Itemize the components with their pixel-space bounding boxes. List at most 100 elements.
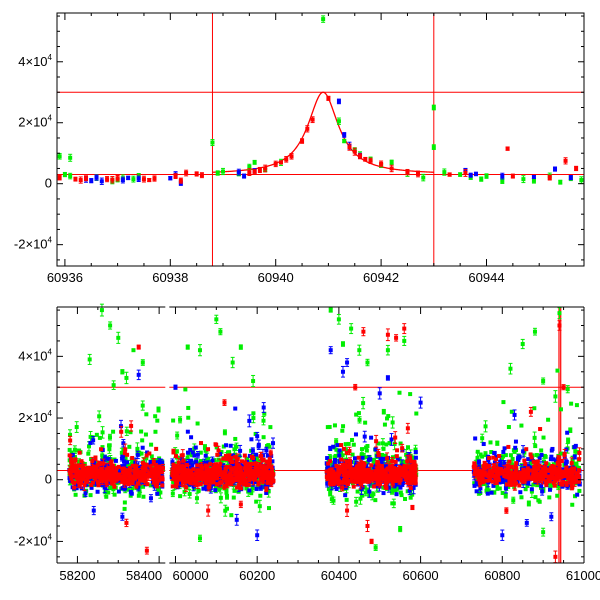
data-point bbox=[255, 533, 260, 538]
data-point bbox=[100, 430, 105, 435]
data-point bbox=[328, 308, 333, 313]
data-point bbox=[371, 458, 376, 463]
data-point bbox=[171, 418, 176, 423]
data-point bbox=[155, 418, 160, 423]
data-point bbox=[524, 520, 529, 525]
data-point bbox=[407, 488, 412, 493]
data-point bbox=[379, 459, 384, 464]
data-point bbox=[565, 430, 570, 435]
data-point bbox=[484, 488, 489, 493]
data-point bbox=[186, 450, 191, 455]
data-point bbox=[203, 483, 208, 488]
data-point bbox=[413, 455, 418, 460]
data-point bbox=[89, 178, 94, 183]
data-point bbox=[184, 171, 189, 176]
data-point bbox=[474, 489, 479, 494]
data-point bbox=[414, 411, 419, 416]
data-point bbox=[398, 490, 403, 495]
data-point bbox=[126, 487, 131, 492]
data-point bbox=[410, 492, 415, 497]
data-point bbox=[122, 500, 127, 505]
data-point bbox=[86, 444, 91, 449]
data-point bbox=[222, 430, 227, 435]
data-point bbox=[383, 453, 388, 458]
data-point bbox=[106, 490, 111, 495]
data-point bbox=[205, 456, 210, 461]
data-point bbox=[362, 485, 367, 490]
data-point bbox=[153, 429, 158, 434]
data-point bbox=[389, 437, 394, 442]
data-point bbox=[131, 348, 136, 353]
data-point bbox=[268, 425, 273, 430]
data-point bbox=[251, 416, 256, 421]
data-point bbox=[373, 498, 378, 503]
data-point bbox=[126, 175, 131, 180]
data-point bbox=[340, 428, 345, 433]
data-point bbox=[100, 445, 105, 450]
data-point bbox=[559, 451, 564, 456]
data-point bbox=[72, 454, 77, 459]
data-point bbox=[539, 484, 544, 489]
data-point bbox=[250, 479, 255, 484]
data-point bbox=[509, 409, 514, 414]
data-point bbox=[116, 489, 121, 494]
data-point bbox=[506, 425, 511, 430]
data-point bbox=[271, 441, 276, 446]
data-point bbox=[278, 160, 283, 165]
data-point bbox=[500, 533, 505, 538]
data-point bbox=[331, 444, 336, 449]
data-point bbox=[353, 432, 358, 437]
data-point bbox=[273, 161, 278, 166]
data-point bbox=[257, 504, 262, 509]
data-point bbox=[532, 435, 537, 440]
data-point bbox=[120, 486, 125, 491]
data-point bbox=[263, 166, 268, 171]
data-point bbox=[128, 493, 133, 498]
data-point bbox=[196, 488, 201, 493]
data-point bbox=[513, 439, 518, 444]
data-point bbox=[62, 172, 67, 177]
data-point bbox=[475, 481, 480, 486]
data-point bbox=[327, 424, 332, 429]
data-point bbox=[257, 459, 262, 464]
data-point bbox=[575, 465, 580, 470]
data-point bbox=[351, 442, 356, 447]
plot-frame bbox=[56, 12, 585, 267]
data-point bbox=[386, 414, 391, 419]
data-point bbox=[333, 455, 338, 460]
data-point bbox=[154, 458, 159, 463]
data-point bbox=[575, 492, 580, 497]
data-point bbox=[495, 441, 500, 446]
data-point bbox=[254, 452, 259, 457]
data-point bbox=[577, 488, 582, 493]
data-point bbox=[111, 487, 116, 492]
data-point bbox=[247, 488, 252, 493]
data-point bbox=[523, 465, 528, 470]
data-point bbox=[266, 443, 271, 448]
data-point bbox=[128, 430, 133, 435]
data-point bbox=[343, 493, 348, 498]
data-point bbox=[267, 467, 272, 472]
data-point bbox=[88, 493, 93, 498]
data-point bbox=[105, 177, 110, 182]
data-point bbox=[368, 457, 373, 462]
data-point bbox=[120, 178, 125, 183]
data-point bbox=[365, 487, 370, 492]
data-point bbox=[532, 329, 537, 334]
data-point bbox=[500, 178, 505, 183]
data-point bbox=[371, 492, 376, 497]
data-point bbox=[402, 338, 407, 343]
data-point bbox=[389, 160, 394, 165]
data-point bbox=[558, 407, 563, 412]
data-point bbox=[350, 452, 355, 457]
data-point bbox=[326, 96, 331, 101]
data-point bbox=[475, 455, 480, 460]
data-point bbox=[579, 178, 584, 183]
data-point bbox=[413, 447, 418, 452]
data-point bbox=[533, 495, 538, 500]
data-point bbox=[148, 483, 153, 488]
data-point bbox=[232, 488, 237, 493]
data-point bbox=[261, 405, 266, 410]
data-point bbox=[367, 454, 372, 459]
data-point bbox=[99, 179, 104, 184]
